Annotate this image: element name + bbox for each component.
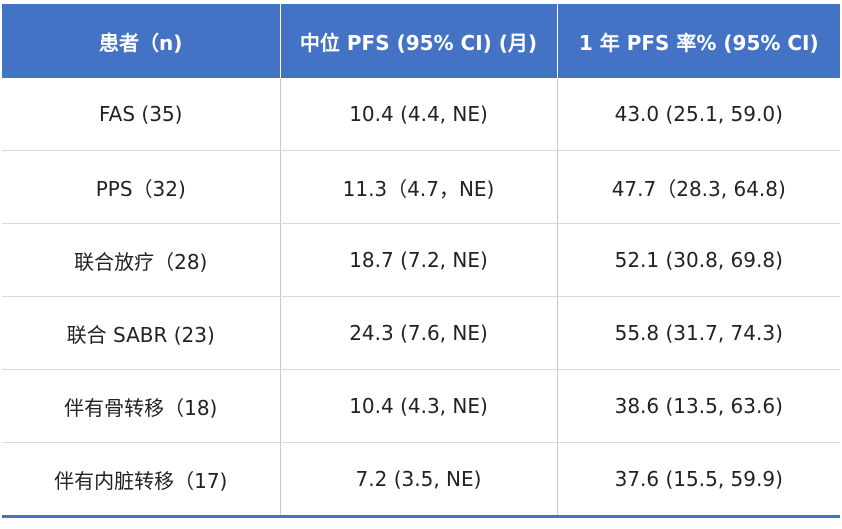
table-row: 联合 SABR (23) 24.3 (7.6, NE) 55.8 (31.7, … bbox=[2, 296, 840, 370]
cell-patients: 伴有骨转移（18) bbox=[2, 369, 281, 443]
table-row: 伴有内脏转移（17) 7.2 (3.5, NE) 37.6 (15.5, 59.… bbox=[2, 442, 840, 518]
header-row: 患者（n) 中位 PFS (95% CI) (月) 1 年 PFS 率% (95… bbox=[2, 4, 840, 78]
table-row: 伴有骨转移（18) 10.4 (4.3, NE) 38.6 (13.5, 63.… bbox=[2, 369, 840, 443]
pfs-table-container: 患者（n) 中位 PFS (95% CI) (月) 1 年 PFS 率% (95… bbox=[2, 4, 840, 518]
table-row: 联合放疗（28) 18.7 (7.2, NE) 52.1 (30.8, 69.8… bbox=[2, 223, 840, 297]
cell-median-pfs: 10.4 (4.4, NE) bbox=[280, 78, 558, 151]
cell-patients: 伴有内脏转移（17) bbox=[2, 442, 281, 518]
cell-1yr-pfs-rate: 47.7（28.3, 64.8) bbox=[557, 150, 840, 224]
header-median-pfs: 中位 PFS (95% CI) (月) bbox=[280, 4, 558, 78]
cell-median-pfs: 10.4 (4.3, NE) bbox=[280, 369, 558, 443]
header-patients: 患者（n) bbox=[2, 4, 281, 78]
cell-median-pfs: 7.2 (3.5, NE) bbox=[280, 442, 558, 518]
pfs-table: 患者（n) 中位 PFS (95% CI) (月) 1 年 PFS 率% (95… bbox=[2, 4, 840, 518]
cell-patients: 联合放疗（28) bbox=[2, 223, 281, 297]
cell-1yr-pfs-rate: 37.6 (15.5, 59.9) bbox=[557, 442, 840, 518]
cell-median-pfs: 11.3（4.7，NE) bbox=[280, 150, 558, 224]
cell-median-pfs: 18.7 (7.2, NE) bbox=[280, 223, 558, 297]
table-row: FAS (35) 10.4 (4.4, NE) 43.0 (25.1, 59.0… bbox=[2, 78, 840, 151]
cell-patients: 联合 SABR (23) bbox=[2, 296, 281, 370]
cell-1yr-pfs-rate: 52.1 (30.8, 69.8) bbox=[557, 223, 840, 297]
cell-patients: FAS (35) bbox=[2, 78, 281, 151]
cell-1yr-pfs-rate: 55.8 (31.7, 74.3) bbox=[557, 296, 840, 370]
cell-median-pfs: 24.3 (7.6, NE) bbox=[280, 296, 558, 370]
table-row: PPS（32) 11.3（4.7，NE) 47.7（28.3, 64.8) bbox=[2, 150, 840, 224]
cell-1yr-pfs-rate: 43.0 (25.1, 59.0) bbox=[557, 78, 840, 151]
cell-1yr-pfs-rate: 38.6 (13.5, 63.6) bbox=[557, 369, 840, 443]
header-1yr-pfs-rate: 1 年 PFS 率% (95% CI) bbox=[557, 4, 840, 78]
cell-patients: PPS（32) bbox=[2, 150, 281, 224]
